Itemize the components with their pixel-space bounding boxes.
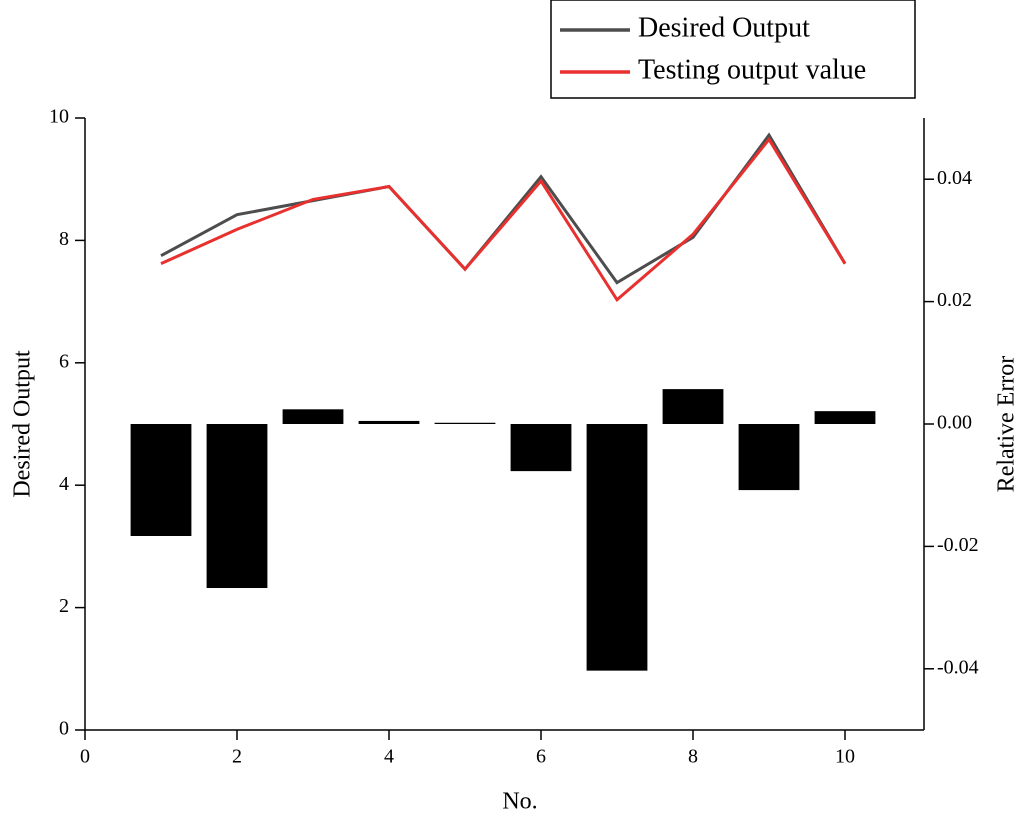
- x-tick-label: 0: [80, 746, 90, 768]
- y-tick-label: 8: [59, 228, 69, 250]
- bar: [206, 424, 268, 589]
- x-tick-label: 8: [688, 746, 698, 768]
- line: [160, 136, 847, 303]
- line: [160, 132, 847, 285]
- bar: [358, 420, 420, 424]
- y2-tick-label: -0.04: [937, 656, 979, 678]
- bar: [130, 424, 192, 536]
- y2-tick-label: 0.02: [937, 289, 972, 311]
- legend-label: Testing output value: [638, 54, 866, 85]
- bar: [814, 411, 876, 424]
- y-axis-label: Desired Output: [10, 350, 36, 498]
- y-tick-label: 10: [49, 106, 69, 128]
- bar: [586, 424, 648, 671]
- x-tick-label: 4: [384, 746, 394, 768]
- x-axis-label: No.: [502, 789, 537, 815]
- x-tick-label: 10: [835, 746, 855, 768]
- y-tick-label: 0: [59, 718, 69, 740]
- legend-box: [550, 0, 916, 99]
- y-tick-label: 6: [59, 350, 69, 372]
- bar: [738, 424, 800, 491]
- x-tick-label: 2: [232, 746, 242, 768]
- bar: [662, 389, 724, 424]
- y2-axis-label: Relative Error: [994, 356, 1020, 493]
- legend-label: Desired Output: [638, 12, 810, 43]
- y-tick-label: 4: [59, 473, 69, 495]
- y2-tick-label: 0.04: [937, 167, 972, 189]
- bar: [434, 422, 496, 424]
- y2-tick-label: -0.02: [937, 534, 979, 556]
- x-tick-label: 6: [536, 746, 546, 768]
- y2-tick-label: 0.00: [937, 412, 972, 434]
- bar: [510, 424, 572, 472]
- y-tick-label: 2: [59, 595, 69, 617]
- bar: [282, 409, 344, 424]
